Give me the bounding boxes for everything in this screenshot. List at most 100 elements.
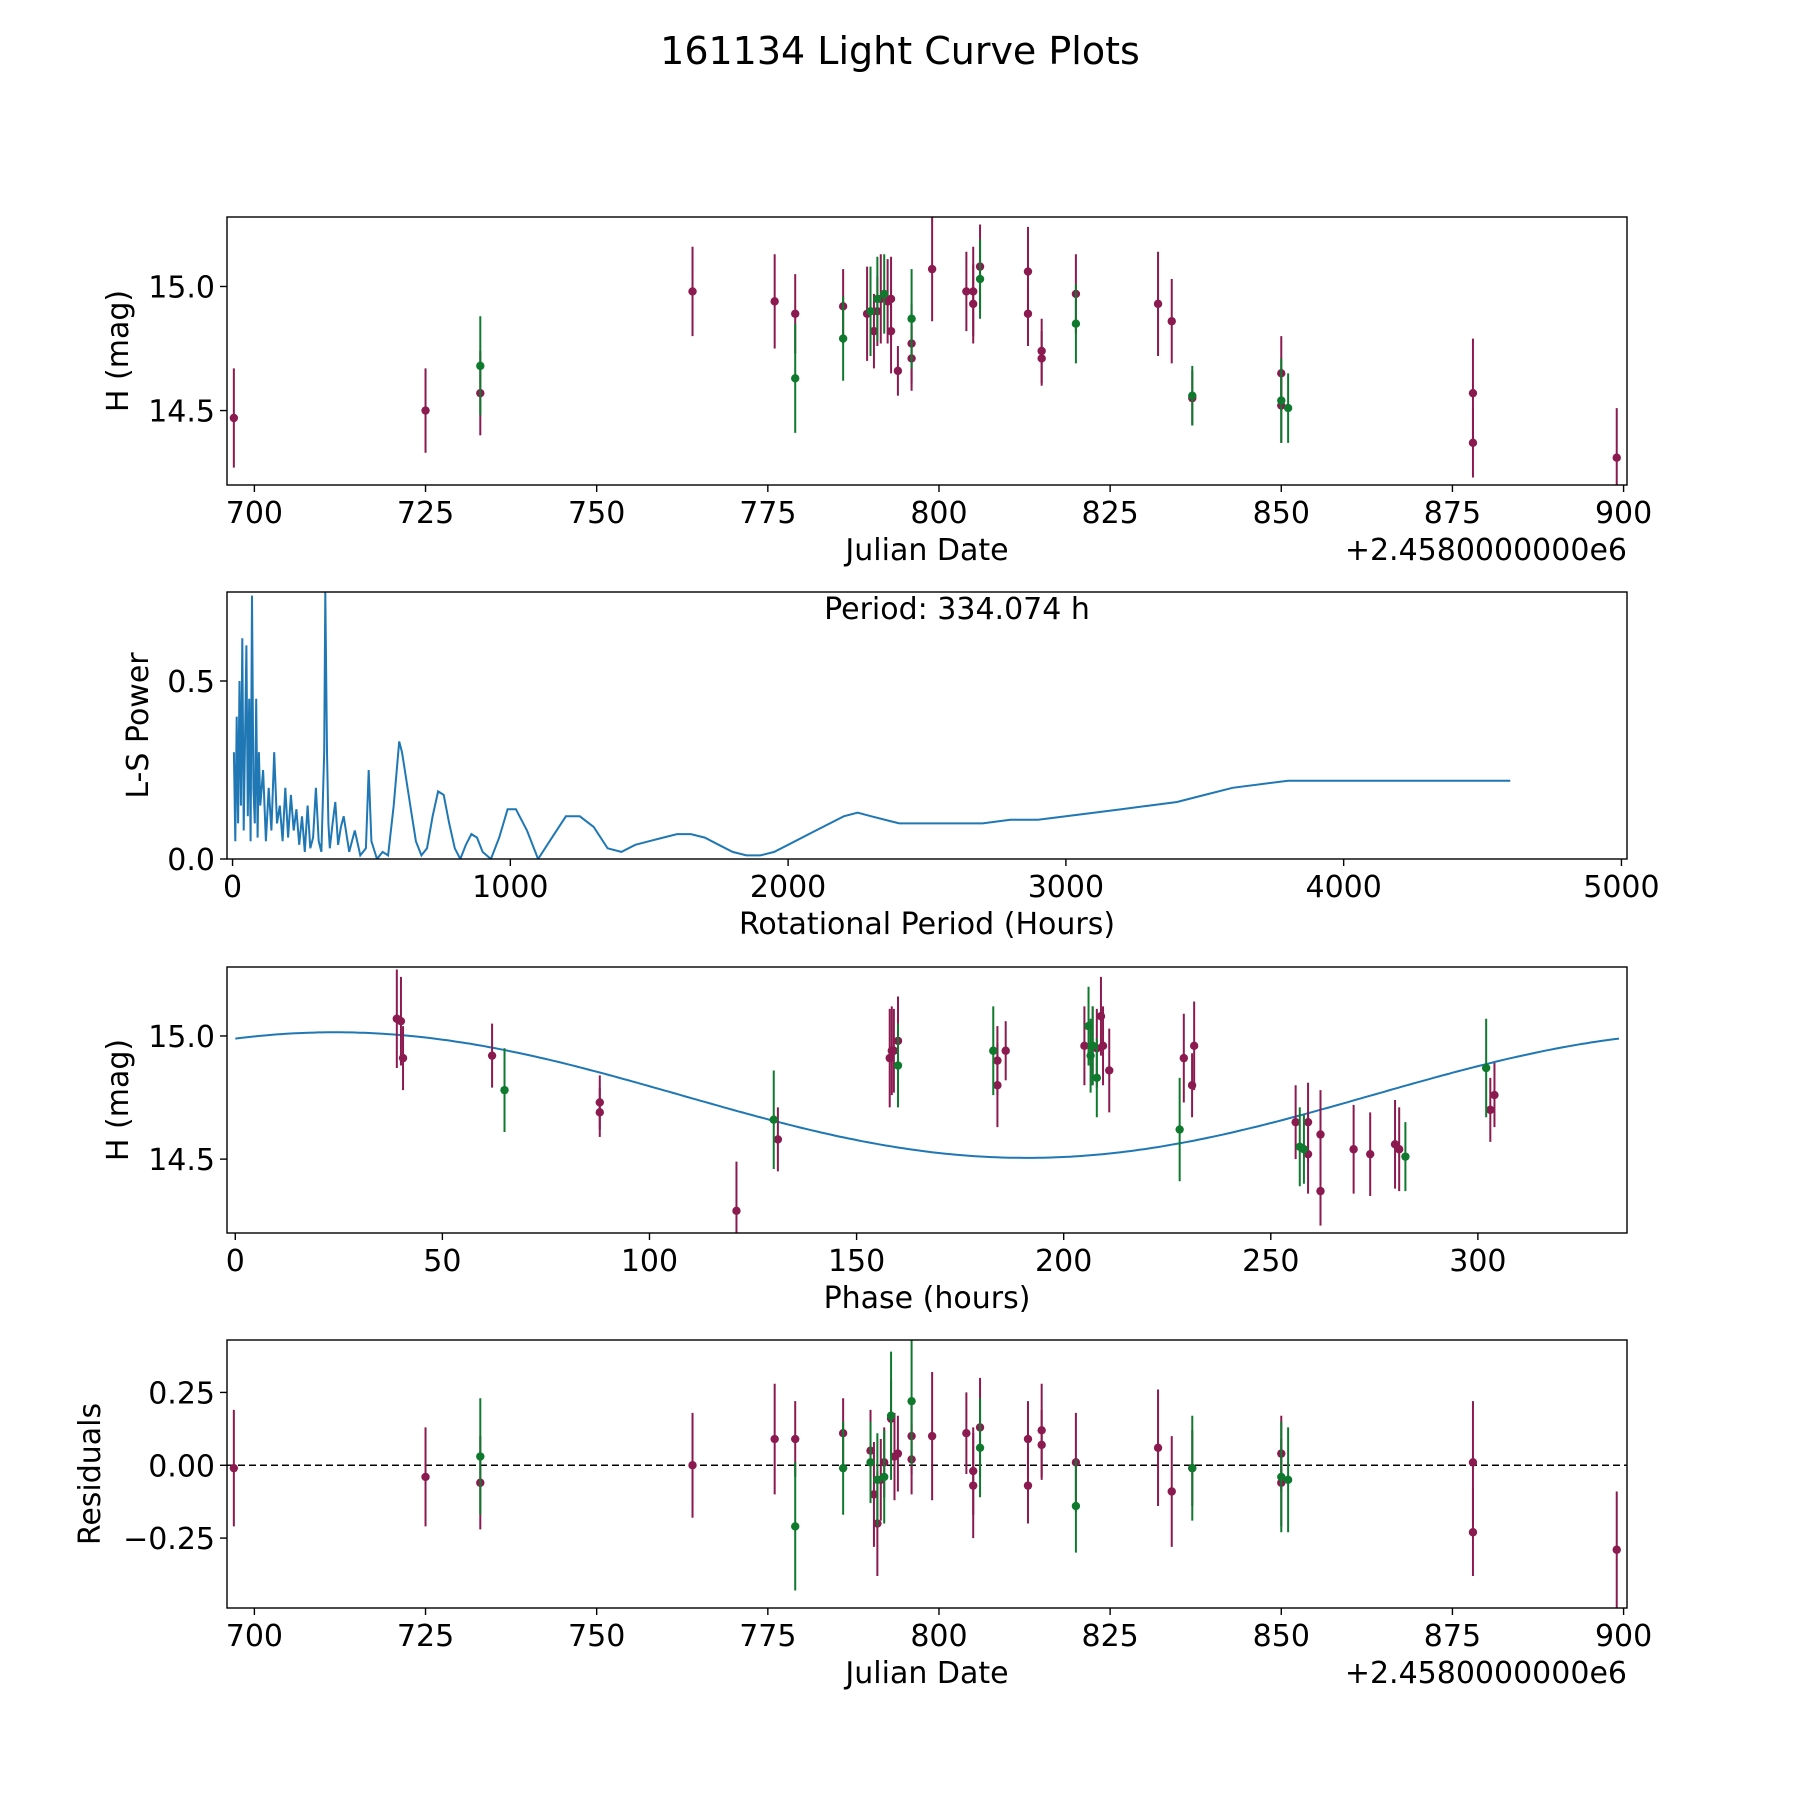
periodogram-plot-area [232,592,1511,859]
data-point [421,1427,430,1527]
data-point [396,976,406,1066]
data-point [1080,1006,1089,1086]
point-marker [869,326,879,336]
data-point [880,254,889,334]
point-marker [969,1481,978,1490]
data-point [993,1043,1002,1128]
point-marker [886,326,896,336]
data-point [770,254,779,349]
periodogram-frame [226,591,1628,860]
point-marker [1153,299,1163,309]
data-point [886,288,896,374]
data-point [873,1433,882,1527]
point-marker [1612,453,1621,462]
data-point [476,316,485,416]
x-tick-label: 775 [739,1619,796,1654]
series-maroon [229,1372,1621,1608]
data-point [1490,1063,1499,1128]
point-marker [1468,1528,1478,1537]
x-axis-label: Phase (hours) [824,1281,1031,1316]
x-tick-label: 800 [910,496,967,531]
data-point [229,368,239,468]
x-tick-label: 200 [1035,1244,1092,1279]
data-point [1303,1114,1313,1194]
point-marker [1394,1145,1404,1154]
data-point [1167,279,1176,364]
data-point [893,346,903,396]
point-marker [1098,1041,1108,1051]
lightcurve-plot-area [229,217,1621,485]
data-point [1299,1114,1309,1184]
point-marker [1167,317,1176,326]
data-point [969,264,978,344]
data-point [791,323,800,433]
point-marker [1037,354,1046,363]
data-point [838,1421,848,1515]
x-offset-label: +2.4580000000e6 [1345,533,1627,568]
data-point [229,1409,239,1527]
data-point [1189,1001,1199,1091]
data-point [1188,1415,1197,1521]
figure-title: 161134 Light Curve Plots [660,29,1140,73]
x-tick-label: 150 [828,1244,885,1279]
point-marker [769,1115,778,1124]
y-tick-label: 0.00 [148,1449,215,1484]
panel-residuals: 700 725 750 775 800 825 850 875 900 −0.25 0.00 0.25… [73,1339,1652,1691]
point-marker [398,1053,408,1063]
data-point [907,1340,916,1466]
point-marker [229,413,239,423]
data-point [927,1372,937,1501]
point-marker [773,1135,783,1144]
point-marker [907,1396,916,1406]
x-tick-label: 875 [1424,496,1481,531]
x-tick-label: 2000 [750,870,826,905]
data-point [1023,281,1033,347]
data-point [1283,373,1293,443]
data-point [595,1087,604,1137]
panel-periodogram: 0 1000 2000 3000 4000 5000 0.0 0.5 Rotational Pe… [121,591,1660,942]
point-marker [1316,1130,1325,1139]
data-point [1394,1107,1404,1192]
point-marker [1175,1125,1184,1134]
data-point [1167,1436,1176,1547]
point-marker [421,406,430,415]
data-point [962,1392,971,1474]
y-tick-label: 15.0 [148,1020,215,1055]
point-marker [1349,1145,1358,1154]
x-tick-label: 900 [1595,1619,1652,1654]
data-point [889,1008,899,1093]
x-tick-label: 0 [226,1244,245,1279]
x-tick-label: 825 [1081,496,1138,531]
data-point [869,1441,879,1547]
point-marker [1023,1481,1033,1490]
data-point [421,368,430,453]
point-marker [396,1016,406,1026]
y-tick-label: 14.5 [148,1143,215,1178]
point-marker [1401,1152,1410,1161]
point-marker [1283,1475,1293,1485]
point-marker [989,1046,998,1055]
point-marker [880,289,889,299]
data-point [1105,1028,1114,1113]
data-point [1365,1112,1375,1197]
point-marker [1105,1066,1114,1075]
point-marker [1080,1041,1089,1051]
x-tick-label: 750 [568,1619,625,1654]
point-marker [962,1429,971,1438]
point-marker [1023,309,1033,318]
periodogram-line [232,592,1511,859]
series-green [500,986,1491,1192]
y-axis-label: Residuals [73,1403,108,1545]
point-marker [975,1443,985,1452]
series-green [476,239,1293,443]
panels: 700 725 750 775 800 825 850 875 900 14.5 15.0 Julia… [73,216,1660,1691]
x-tick-label: 300 [1449,1244,1506,1279]
point-marker [791,374,800,383]
x-tick-label: 0 [223,870,242,905]
y-tick-label: 15.0 [148,270,215,305]
y-axis-label: H (mag) [101,1039,136,1161]
point-marker [1277,1472,1286,1482]
x-offset-label: +2.4580000000e6 [1345,1656,1627,1691]
data-point [866,1421,875,1504]
point-marker [886,1411,896,1420]
